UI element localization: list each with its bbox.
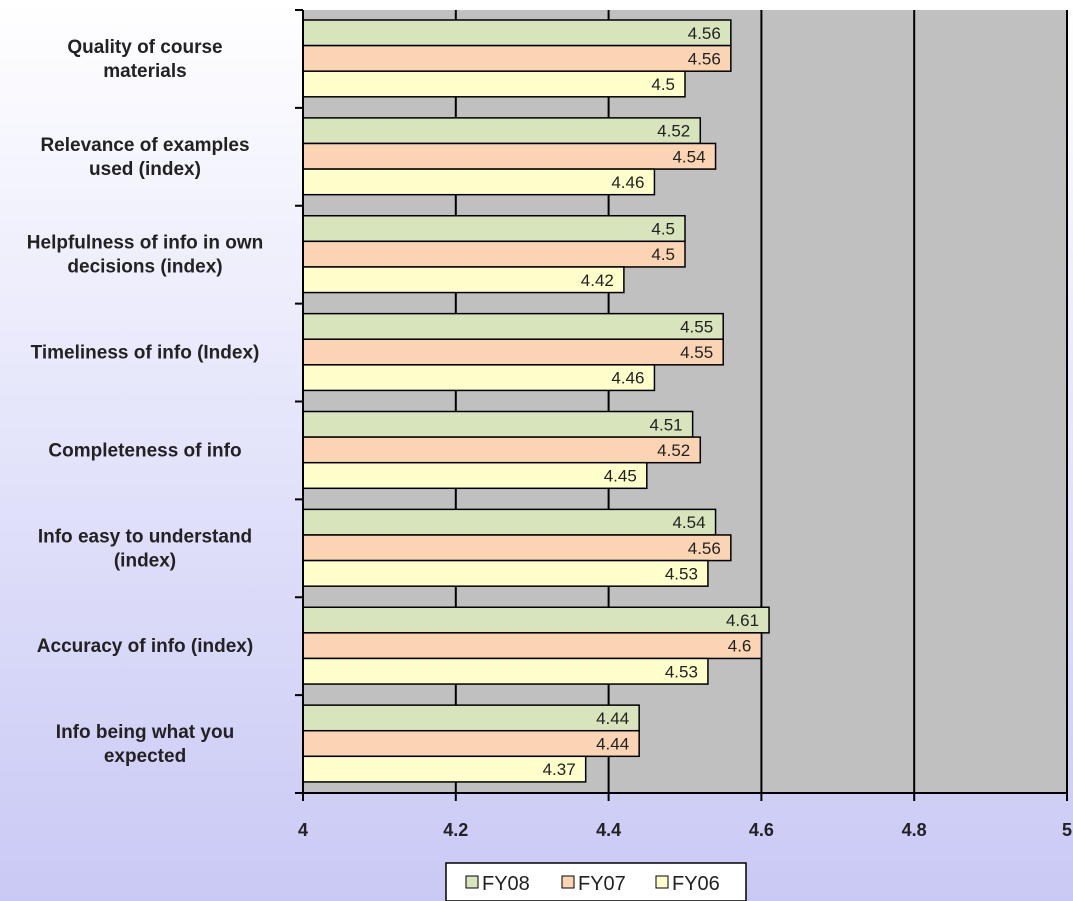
data-label: 4.5	[651, 245, 675, 264]
category-label-line: Info easy to understand	[38, 526, 252, 547]
category-label: Info being what you expected	[56, 722, 234, 767]
data-label: 4.56	[688, 49, 721, 68]
category-label: Quality of course materials	[67, 37, 222, 82]
category-label-line: Relevance of examples	[40, 135, 249, 156]
bar	[302, 19, 732, 47]
legend-label: FY07	[578, 873, 626, 895]
category-label-line: (index)	[114, 550, 176, 571]
data-label: 4.51	[650, 415, 683, 434]
category-label-line: Timeliness of info (Index)	[31, 343, 260, 364]
bar	[302, 534, 732, 562]
bar	[302, 168, 656, 196]
data-label: 4.53	[665, 662, 698, 681]
data-label: 4.52	[657, 441, 690, 460]
bar	[302, 215, 686, 243]
bar	[302, 338, 724, 366]
bar	[302, 704, 640, 732]
data-label: 4.5	[651, 220, 675, 239]
category-label: Helpfulness of info in own decisions (ind…	[27, 233, 263, 278]
data-label: 4.46	[611, 173, 644, 192]
legend-swatch	[561, 875, 575, 889]
bar	[302, 70, 686, 98]
bar	[302, 461, 648, 490]
bar	[302, 240, 686, 268]
data-label: 4.61	[726, 611, 759, 630]
data-label: 4.44	[596, 709, 629, 728]
data-label: 4.55	[680, 343, 713, 362]
data-label: 4.5	[651, 75, 675, 94]
data-label: 4.44	[596, 735, 629, 754]
category-label-line: Accuracy of info (index)	[37, 636, 253, 657]
data-label: 4.52	[657, 122, 690, 141]
category-label: Info easy to understand (index)	[38, 526, 252, 571]
data-label: 4.6	[728, 637, 752, 656]
bar	[302, 142, 717, 170]
legend	[445, 862, 747, 901]
category-label-line: Info being what you	[56, 722, 234, 743]
data-label: 4.46	[611, 369, 644, 388]
category-label: Relevance of examples used (index)	[40, 135, 249, 180]
bar	[302, 632, 763, 660]
legend-label: FY08	[482, 873, 530, 895]
bar	[302, 117, 702, 145]
bar	[302, 410, 694, 438]
bar	[302, 657, 709, 685]
data-label: 4.37	[543, 760, 576, 779]
category-label-line: decisions (index)	[67, 257, 222, 278]
x-tick-label: 4.4	[596, 820, 621, 840]
category-label-line: Helpfulness of info in own	[27, 233, 263, 254]
category-label: Accuracy of info (index)	[37, 636, 253, 657]
data-label: 4.56	[688, 24, 721, 43]
category-label: Timeliness of info (Index)	[31, 343, 260, 364]
x-tick-label: 4.8	[902, 820, 927, 840]
bar	[302, 508, 717, 536]
data-label: 4.55	[680, 317, 713, 336]
x-tick-label: 4	[298, 820, 308, 840]
data-label: 4.53	[665, 564, 698, 583]
category-label-line: Quality of course	[67, 37, 222, 58]
data-label: 4.56	[688, 539, 721, 558]
data-label: 4.42	[581, 271, 614, 290]
data-label: 4.45	[604, 467, 637, 486]
bar	[302, 729, 640, 758]
bar	[302, 436, 702, 464]
bar	[302, 266, 625, 294]
x-tick-label: 4.2	[443, 820, 468, 840]
bar	[302, 312, 724, 340]
legend-label: FY06	[672, 873, 720, 895]
x-tick-label: 5	[1062, 820, 1072, 840]
bar	[302, 364, 656, 392]
category-label-line: Completeness of info	[48, 440, 241, 461]
legend-swatch	[465, 875, 479, 889]
bar	[302, 606, 770, 634]
legend-swatch	[655, 875, 669, 889]
data-label: 4.54	[672, 147, 705, 166]
category-label-line: expected	[104, 746, 186, 767]
bar	[302, 559, 709, 587]
category-label-line: materials	[103, 61, 186, 82]
category-label: Completeness of info	[48, 440, 241, 461]
x-tick-label: 4.6	[749, 820, 774, 840]
bar	[302, 44, 732, 72]
category-label-line: used (index)	[89, 159, 201, 180]
data-label: 4.54	[672, 513, 705, 532]
